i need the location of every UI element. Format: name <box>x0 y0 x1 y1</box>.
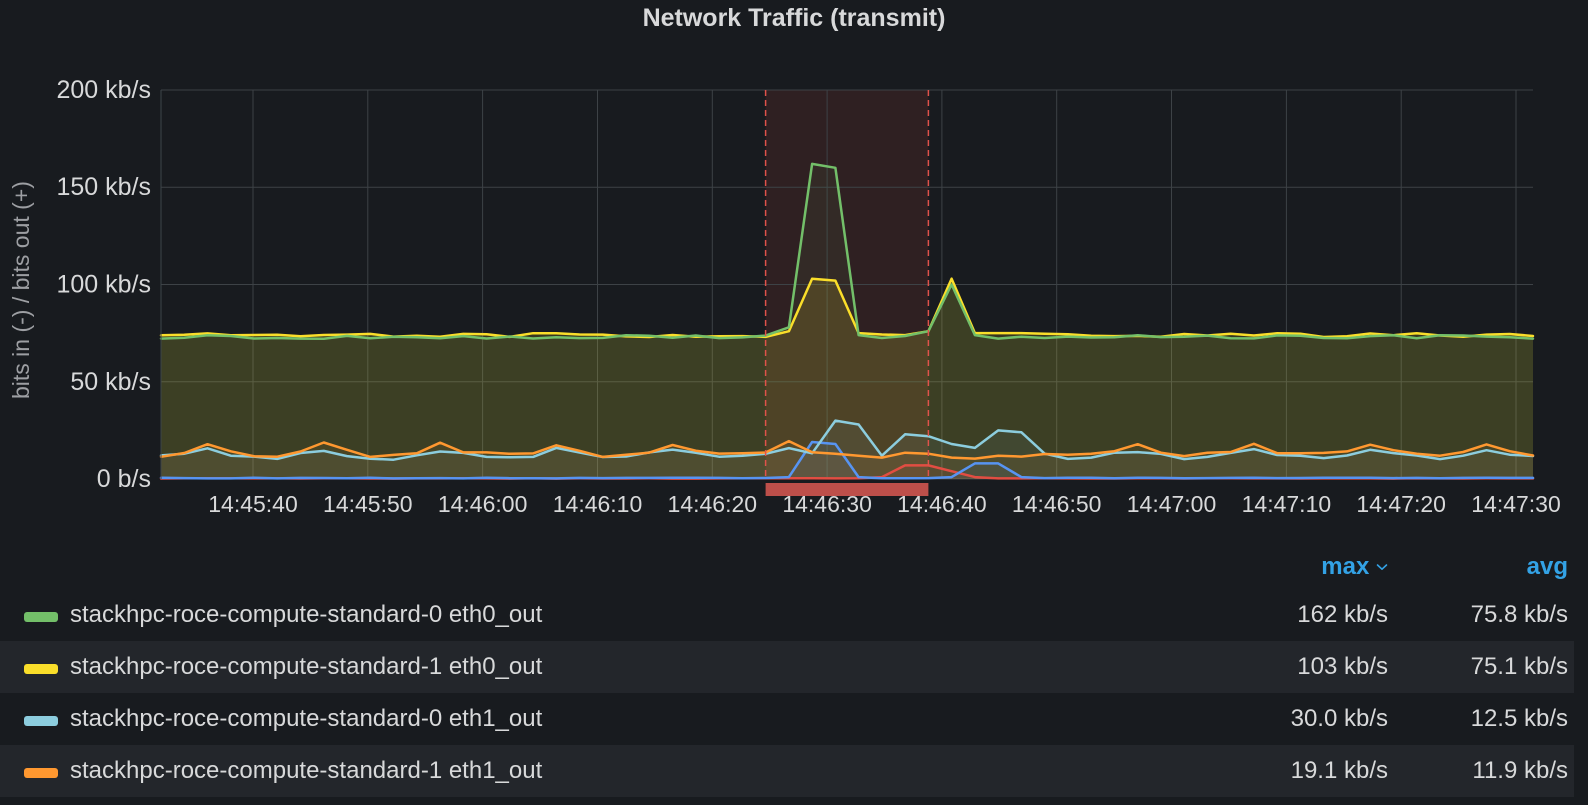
svg-text:14:47:20: 14:47:20 <box>1356 491 1446 517</box>
svg-text:0 b/s: 0 b/s <box>97 465 151 493</box>
svg-text:100 kb/s: 100 kb/s <box>56 271 151 299</box>
svg-text:50 kb/s: 50 kb/s <box>70 368 151 396</box>
svg-text:14:45:40: 14:45:40 <box>208 491 298 517</box>
svg-text:14:47:00: 14:47:00 <box>1127 491 1217 517</box>
svg-text:14:47:10: 14:47:10 <box>1242 491 1332 517</box>
svg-text:14:46:50: 14:46:50 <box>1012 491 1102 517</box>
svg-text:14:47:30: 14:47:30 <box>1471 491 1561 517</box>
svg-text:150 kb/s: 150 kb/s <box>56 173 151 201</box>
svg-text:14:46:10: 14:46:10 <box>553 491 643 517</box>
svg-text:14:45:50: 14:45:50 <box>323 491 413 517</box>
svg-text:14:46:20: 14:46:20 <box>668 491 758 517</box>
svg-text:200 kb/s: 200 kb/s <box>56 76 151 104</box>
svg-text:14:46:00: 14:46:00 <box>438 491 528 517</box>
